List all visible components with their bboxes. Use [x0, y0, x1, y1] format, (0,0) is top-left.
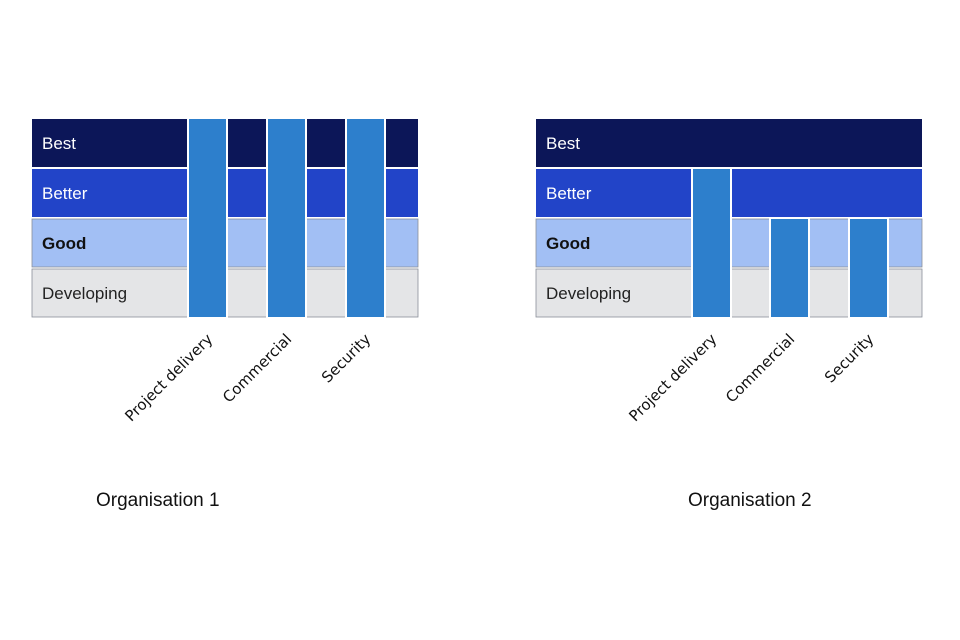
chart-2-title: Organisation 2	[688, 490, 812, 511]
tick-label-security: Security	[318, 330, 374, 386]
band-label-good: Good	[42, 234, 86, 253]
bar-commercial	[769, 217, 810, 319]
chart-1: Developing Good Better Best Project delivery…	[31, 117, 419, 425]
bar-security	[848, 217, 889, 319]
band-best	[536, 119, 922, 167]
tick-label-project-delivery: Project delivery	[625, 330, 720, 425]
band-label-better: Better	[42, 184, 88, 203]
band-label-best: Best	[42, 134, 76, 153]
band-label-best: Best	[546, 134, 580, 153]
tick-label-commercial: Commercial	[722, 330, 798, 406]
tick-label-security: Security	[821, 330, 877, 386]
chart-1-title: Organisation 1	[96, 490, 220, 511]
bar-project-delivery	[187, 117, 228, 319]
chart-2: Developing Good Better Best Project delivery…	[535, 119, 923, 425]
bar-security	[345, 117, 386, 319]
tick-label-project-delivery: Project delivery	[121, 330, 216, 425]
band-label-good: Good	[546, 234, 590, 253]
bar-commercial	[266, 117, 307, 319]
tick-label-commercial: Commercial	[219, 330, 295, 406]
bar-project-delivery	[691, 167, 732, 319]
band-label-better: Better	[546, 184, 592, 203]
band-label-developing: Developing	[546, 284, 631, 303]
band-label-developing: Developing	[42, 284, 127, 303]
